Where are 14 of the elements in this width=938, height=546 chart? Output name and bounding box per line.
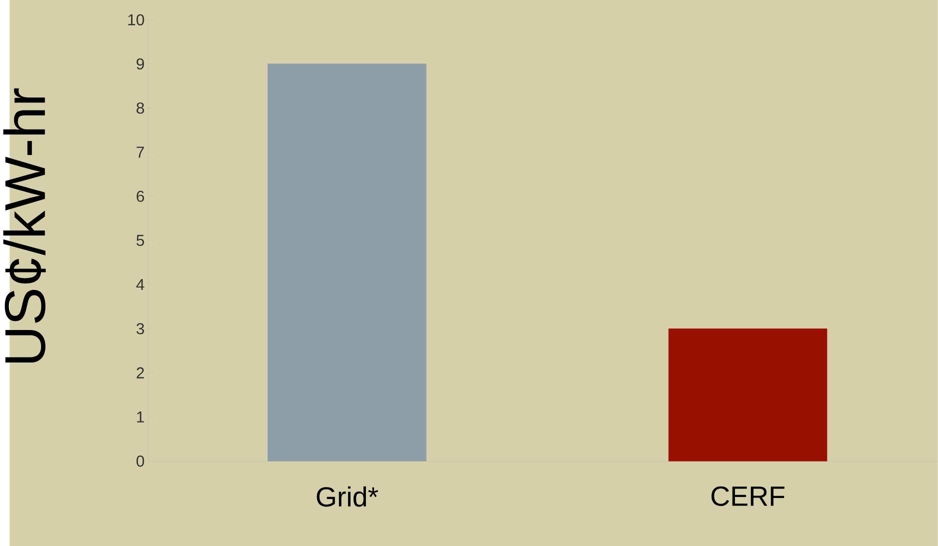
y-tick-label: 10 — [128, 14, 144, 26]
y-tick-label: 9 — [136, 58, 144, 70]
y-tick-label: 4 — [136, 279, 144, 290]
y-tick-label: 7 — [136, 146, 144, 158]
y-tick-label: 6 — [136, 190, 144, 202]
y-tick-label: 1 — [137, 411, 144, 422]
y-tick-label: 8 — [136, 102, 144, 114]
y-tick-label: 2 — [136, 367, 144, 378]
y-tick-label: 0 — [136, 455, 144, 467]
y-tick-label: 3 — [136, 323, 144, 334]
y-tick-label: 5 — [136, 234, 144, 246]
y-axis-title: US¢/kW-hr — [3, 88, 46, 362]
x-tick-label: Grid* — [316, 486, 378, 507]
x-tick-label: CERF — [712, 486, 784, 506]
